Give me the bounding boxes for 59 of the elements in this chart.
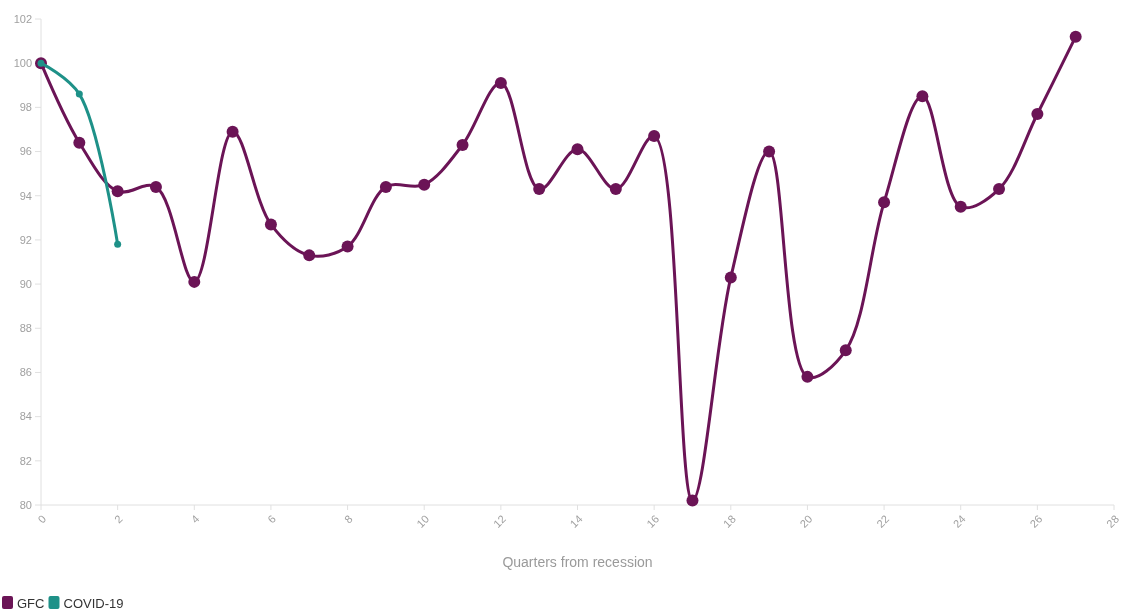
y-tick-label: 96 [19, 145, 32, 158]
point [686, 494, 699, 507]
point [571, 143, 584, 156]
x-tick-label: 8 [341, 512, 355, 526]
x-tick-label: 18 [720, 512, 738, 530]
point [75, 90, 83, 98]
x-tick-label: 24 [950, 512, 968, 530]
point [111, 185, 124, 198]
point [609, 183, 622, 196]
x-axis-title: Quarters from recession [502, 554, 653, 570]
x-tick-label: 6 [265, 512, 279, 526]
point [188, 275, 201, 288]
y-tick-label: 94 [19, 189, 32, 202]
y-tick-label: 102 [13, 12, 32, 25]
point [763, 145, 776, 158]
x-tick-label: 20 [797, 512, 815, 530]
point [341, 240, 354, 253]
y-tick-label: 88 [19, 322, 32, 335]
x-tick-label: 26 [1027, 512, 1045, 530]
point [418, 178, 431, 191]
x-tick-label: 12 [490, 512, 508, 530]
point [73, 136, 86, 149]
y-tick-label: 100 [13, 57, 32, 70]
point [916, 90, 929, 103]
x-tick-label: 14 [567, 512, 585, 530]
point [839, 344, 852, 357]
point [878, 196, 891, 209]
y-tick-label: 86 [19, 366, 32, 379]
point [1031, 107, 1044, 120]
point [494, 77, 507, 90]
y-tick-label: 92 [19, 233, 32, 246]
point [724, 271, 737, 284]
x-tick-label: 4 [188, 512, 202, 526]
point [1069, 30, 1082, 43]
x-tick-label: 16 [644, 512, 662, 530]
y-tick-label: 82 [19, 454, 32, 467]
x-tick-label: 10 [414, 512, 432, 530]
x-tick-label: 0 [35, 512, 49, 526]
legend-label: COVID-19 [63, 595, 124, 611]
point [533, 183, 546, 196]
point [114, 240, 122, 248]
point [801, 370, 814, 383]
x-tick-label: 22 [874, 512, 892, 530]
x-tick-label: 28 [1103, 512, 1122, 530]
point [149, 180, 162, 193]
point [456, 138, 469, 151]
y-tick-label: 98 [19, 101, 32, 114]
point [303, 249, 316, 262]
y-tick-label: 90 [19, 277, 32, 290]
point [264, 218, 277, 231]
y-tick-label: 84 [19, 410, 32, 423]
point [993, 183, 1006, 196]
point [226, 125, 239, 138]
point [379, 180, 392, 193]
x-tick-label: 2 [111, 512, 125, 526]
point [954, 200, 967, 213]
y-tick-label: 80 [19, 498, 32, 511]
legend-label: GFC [17, 595, 45, 611]
point [648, 130, 661, 143]
